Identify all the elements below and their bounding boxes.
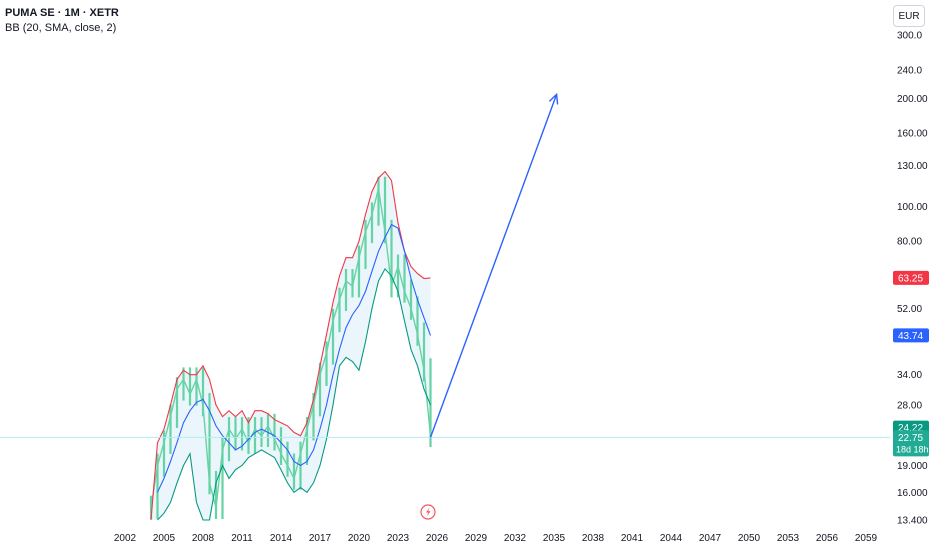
last-price-tag: 24.22: [898, 423, 923, 434]
current-price-tag: 22.75: [898, 433, 923, 444]
bollinger-bands: [150, 170, 432, 521]
price-series: [149, 176, 432, 519]
flash-icon[interactable]: [420, 504, 436, 520]
projection-arrow[interactable]: [429, 92, 559, 438]
x-tick-label: 2035: [543, 533, 566, 544]
x-tick-label: 2059: [855, 533, 878, 544]
currency-button[interactable]: EUR: [893, 5, 925, 27]
projection-arrowhead: [548, 92, 559, 105]
x-tick-label: 2020: [348, 533, 371, 544]
x-tick-label: 2056: [816, 533, 839, 544]
y-tick-label: 28.00: [897, 401, 922, 412]
x-tick-label: 2011: [231, 533, 253, 544]
x-tick-label: 2038: [582, 533, 605, 544]
upper-band-line: [150, 170, 431, 521]
basis-line: [157, 223, 432, 493]
x-tick-label: 2041: [621, 533, 644, 544]
basis-price-tag-bg: [893, 328, 929, 343]
y-tick-label: 200.00: [897, 94, 928, 105]
y-tick-label: 100.00: [897, 202, 928, 213]
upper-price-tag-bg: [893, 270, 929, 285]
x-tick-label: 2005: [153, 533, 176, 544]
x-tick-label: 2026: [426, 533, 449, 544]
x-axis: 2002 2005 2008 2011 2014 2017 2020 2023 2026 2029…: [114, 533, 878, 544]
basis-price-tag: 43.74: [898, 331, 923, 342]
x-tick-label: 2050: [738, 533, 761, 544]
x-tick-label: 2032: [504, 533, 527, 544]
y-tick-label: 80.00: [897, 237, 922, 248]
current-price-tag-bg: [893, 430, 929, 457]
x-tick-label: 2047: [699, 533, 722, 544]
indicator-label[interactable]: BB (20, SMA, close, 2): [5, 22, 117, 34]
y-tick-label: 130.00: [897, 161, 928, 172]
y-tick-label: 160.00: [897, 129, 928, 140]
x-tick-label: 2053: [777, 533, 800, 544]
y-tick-label: 52.00: [897, 304, 922, 315]
price-line: [150, 188, 432, 508]
x-tick-label: 2008: [192, 533, 215, 544]
y-tick-label: 34.00: [897, 370, 922, 381]
y-tick-label: 13.400: [897, 516, 928, 527]
upper-price-tag: 63.25: [898, 273, 923, 284]
y-tick-label: 300.0: [897, 31, 922, 42]
y-tick-label: 19.000: [897, 461, 928, 472]
x-tick-label: 2044: [660, 533, 683, 544]
y-tick-label: 16.000: [897, 488, 928, 499]
lower-band-line: [157, 267, 432, 521]
x-tick-label: 2029: [465, 533, 488, 544]
projection-line[interactable]: [429, 94, 558, 438]
x-tick-label: 2023: [387, 533, 410, 544]
x-tick-label: 2017: [309, 533, 332, 544]
symbol-title[interactable]: PUMA SE · 1M · XETR: [5, 7, 119, 19]
y-axis: 300.0 240.0 200.00 160.00 130.00 100.00 80.00 5…: [897, 31, 928, 527]
countdown-label: 18d 18h: [896, 444, 929, 454]
chart-legend: PUMA SE · 1M · XETR BB (20, SMA, close, …: [5, 6, 119, 36]
x-tick-label: 2014: [270, 533, 293, 544]
x-tick-label: 2002: [114, 533, 137, 544]
y-tick-label: 240.0: [897, 65, 922, 76]
